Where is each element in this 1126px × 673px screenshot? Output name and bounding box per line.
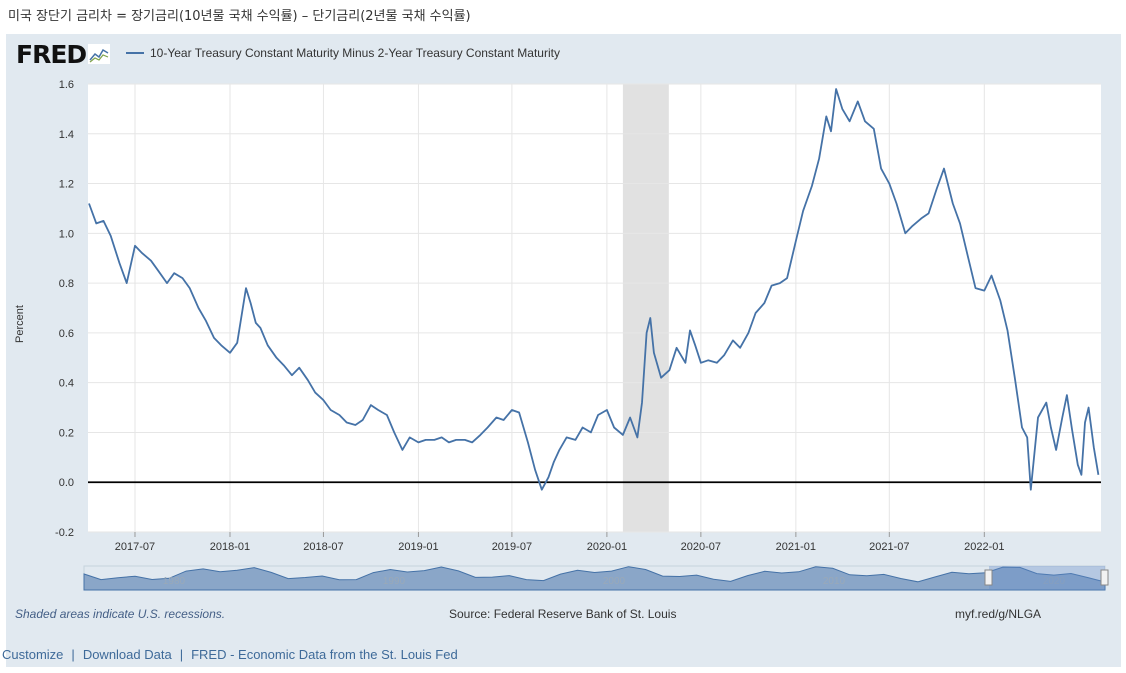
x-tick-label: 2022-01 (964, 541, 1004, 553)
recession-note: Shaded areas indicate U.S. recessions. (15, 607, 226, 621)
x-tick-label: 2020-07 (681, 541, 721, 553)
fred-logo[interactable]: FRED (16, 39, 111, 69)
navigator-selection (989, 566, 1105, 590)
navigator-label: 2020 (1043, 576, 1066, 587)
fred-home-link[interactable]: FRED - Economic Data from the St. Louis … (191, 647, 458, 662)
page-title: 미국 장단기 금리차 = 장기금리(10년물 국채 수익률) – 단기금리(2년… (8, 9, 471, 24)
fred-logo-text: FRED (16, 39, 87, 69)
y-tick-label: 1.4 (59, 129, 74, 141)
y-tick-label: 0.4 (59, 378, 74, 390)
series-line (88, 88, 1100, 491)
y-tick-label: 1.2 (59, 179, 74, 191)
x-tick-label: 2019-07 (492, 541, 532, 553)
short-url[interactable]: myf.red/g/NLGA (955, 607, 1042, 621)
download-data-link[interactable]: Download Data (82, 647, 172, 662)
y-tick-label: -0.2 (55, 527, 74, 539)
chart-legend: 10-Year Treasury Constant Maturity Minus… (126, 46, 560, 60)
x-tick-label: 2021-01 (776, 541, 816, 553)
navigator-handle[interactable] (984, 569, 993, 586)
chart-svg: 1.6 1.4 1.2 1.0 0.8 0.6 0.4 0.2 0.0 -0.2 2017-07 20… (55, 79, 1109, 591)
x-tick-label: 2021-07 (869, 541, 909, 553)
navigator-label: 1990 (383, 576, 406, 587)
y-tick-label: 1.6 (59, 79, 74, 91)
y-tick-label: 0.8 (59, 278, 74, 290)
legend-swatch (126, 52, 144, 54)
navigator-handle[interactable] (1100, 569, 1109, 586)
link-separator: | (71, 647, 75, 662)
y-tick-label: 1.0 (59, 228, 74, 240)
chart-panel: FRED 10-Year Treasury Constant Maturity … (6, 34, 1121, 667)
navigator-label: 2000 (603, 576, 626, 587)
source-text: Source: Federal Reserve Bank of St. Loui… (449, 607, 677, 621)
x-tick-label: 2017-07 (115, 541, 155, 553)
fred-graph-icon (88, 44, 111, 64)
customize-link[interactable]: Customize (2, 647, 64, 662)
plot-area (88, 84, 1101, 532)
x-tick-label: 2019-01 (398, 541, 438, 553)
x-tick-label: 2018-07 (303, 541, 343, 553)
navigator-label: 1980 (163, 576, 186, 587)
navigator-label: 2010 (823, 576, 846, 587)
y-tick-label: 0.6 (59, 328, 74, 340)
link-separator: | (179, 647, 184, 662)
legend-label: 10-Year Treasury Constant Maturity Minus… (150, 46, 560, 60)
y-tick-label: 0.0 (59, 477, 74, 489)
x-tick-label: 2018-01 (210, 541, 250, 553)
recession-band (622, 84, 669, 532)
footer-links: Customize | Download Data | FRED - Econo… (2, 647, 458, 662)
x-tick-label: 2020-01 (587, 541, 627, 553)
y-tick-label: 0.2 (59, 427, 74, 439)
navigator-series (83, 566, 1106, 591)
